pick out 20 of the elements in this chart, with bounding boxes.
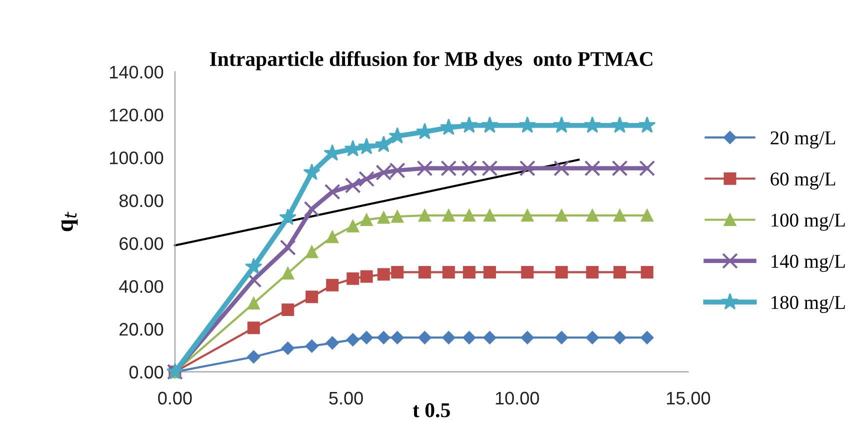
y-axis-title: q$_{t}$	[61, 212, 78, 232]
legend-label: 180 mg/L	[772, 296, 845, 314]
x-axis-title: t 0.5	[412, 403, 450, 418]
y-tick-label: 120.00	[110, 108, 164, 122]
legend-label: 60 mg/L	[770, 172, 836, 190]
y-tick-label: 80.00	[119, 194, 164, 208]
legend-label: 20 mg/L	[770, 131, 836, 148]
x-tick-label: 15.00	[666, 392, 710, 405]
chart-title: Intraparticle diffusion for MB dyes onto PTMAC	[210, 51, 652, 70]
y-tick-label: 0.00	[129, 366, 164, 379]
legend-label: 140 mg/L	[772, 254, 845, 272]
x-tick-label: 5.00	[329, 392, 363, 405]
y-tick-label: 100.00	[110, 151, 164, 164]
x-tick-label: 10.00	[496, 392, 539, 405]
x-tick-label: 0.00	[158, 392, 192, 405]
y-tick-label: 40.00	[119, 280, 164, 293]
y-tick-label: 140.00	[110, 66, 164, 79]
y-tick-label: 60.00	[120, 237, 164, 250]
y-tick-label: 20.00	[120, 322, 164, 336]
legend-label: 100 mg/L	[772, 214, 845, 231]
